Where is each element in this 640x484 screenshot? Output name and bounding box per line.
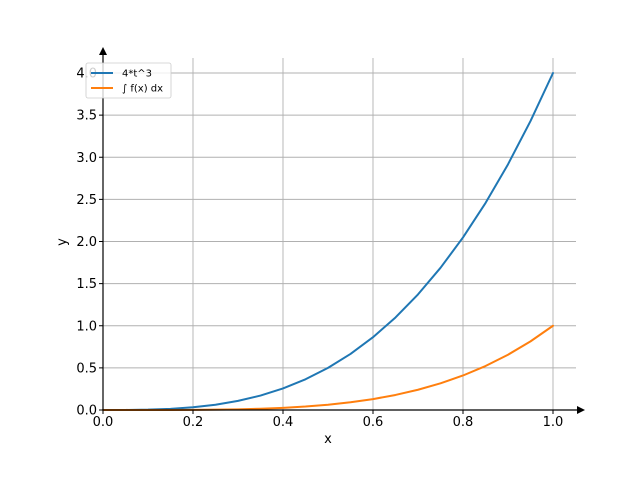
series-line-0 bbox=[102, 72, 554, 411]
y-tick-labels: 0.00.51.01.52.02.53.03.54.0 bbox=[76, 67, 103, 419]
y-tick-label: 2.5 bbox=[76, 193, 97, 208]
axes bbox=[99, 47, 585, 414]
x-tick-label: 0.2 bbox=[183, 415, 204, 430]
legend-label: ∫ f(x) dx bbox=[122, 84, 163, 95]
x-axis-label: x bbox=[324, 432, 332, 447]
y-tick-label: 1.0 bbox=[76, 319, 97, 334]
x-axis-arrow-icon bbox=[577, 406, 585, 414]
legend-label: 4*t^3 bbox=[122, 69, 152, 80]
y-tick-label: 3.5 bbox=[76, 109, 97, 124]
legend: 4*t^3 ∫ f(x) dx bbox=[85, 62, 172, 99]
x-tick-label: 0.4 bbox=[273, 415, 294, 430]
x-tick-label: 0.6 bbox=[363, 415, 384, 430]
x-tick-label: 1.0 bbox=[543, 415, 564, 430]
y-tick-label: 0.5 bbox=[76, 361, 97, 376]
y-axis-arrow-icon bbox=[99, 47, 107, 55]
y-axis-label: y bbox=[55, 238, 70, 246]
y-tick-label: 2.0 bbox=[76, 235, 97, 250]
grid bbox=[103, 58, 576, 410]
x-tick-labels: 0.0 0.2 0.4 0.6 0.8 1.0 bbox=[93, 410, 564, 430]
y-tick-label: 0.0 bbox=[76, 404, 97, 419]
x-tick-label: 0.0 bbox=[93, 415, 114, 430]
y-tick-label: 1.5 bbox=[76, 277, 97, 292]
y-tick-label: 3.0 bbox=[76, 151, 97, 166]
x-tick-label: 0.8 bbox=[453, 415, 474, 430]
legend-frame bbox=[85, 62, 172, 99]
